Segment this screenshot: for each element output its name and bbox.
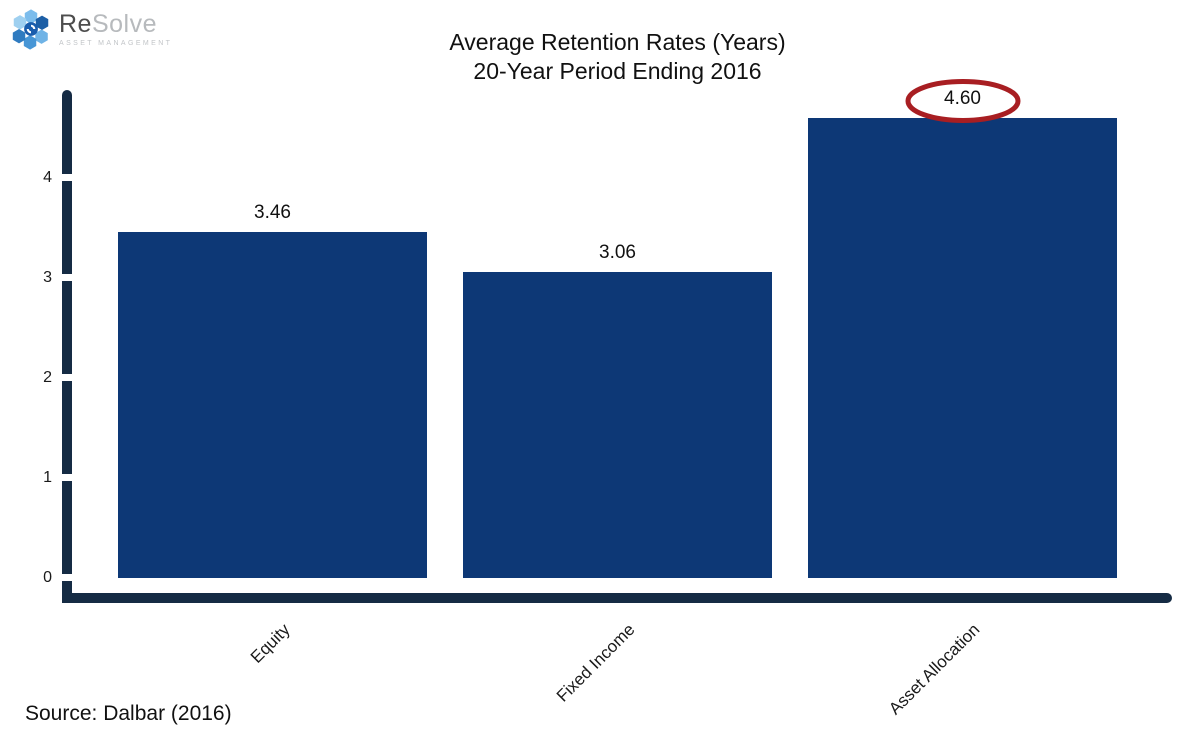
y-tick-mark [62,274,72,281]
logo-name-solve: Solve [91,9,158,38]
y-tick-mark [62,374,72,381]
bar-equity [118,232,427,578]
x-tick-label-fixed-income: Fixed Income [553,620,639,706]
resolve-logo: ReSolve ASSET MANAGEMENT [8,5,172,53]
logo-wordmark: ReSolve ASSET MANAGEMENT [59,9,173,47]
y-tick-mark [62,174,72,181]
y-tick-label: 1 [43,469,52,486]
x-tick-label-equity: Equity [247,620,294,667]
y-tick-label: 4 [43,169,52,186]
logo-tagline: ASSET MANAGEMENT [59,39,173,47]
source-note: Source: Dalbar (2016) [25,702,232,725]
y-tick-mark [62,574,72,581]
bar-value-asset-allocation: 4.60 [944,88,981,109]
y-axis-line [62,90,72,603]
logo-name: ReSolve [59,9,172,38]
chart-title: Average Retention Rates (Years) [449,29,786,55]
y-tick-label: 2 [43,369,52,386]
chart-subtitle: 20-Year Period Ending 2016 [473,58,762,84]
hexagon-cluster-icon [12,9,49,50]
highlight-circle [905,79,1020,123]
y-tick-label: 0 [43,569,52,586]
y-tick-label: 3 [43,269,52,286]
chart-title-block: Average Retention Rates (Years) 20-Year … [60,28,1175,86]
bar-value-equity: 3.46 [254,202,291,223]
logo-name-re: Re [59,9,92,38]
x-axis-line [62,593,1172,603]
y-tick-mark [62,474,72,481]
bar-value-fixed-income: 3.06 [599,242,636,263]
bar-fixed-income [463,272,772,578]
bar-asset-allocation [808,118,1117,578]
x-tick-label-asset-allocation: Asset Allocation [885,620,984,719]
